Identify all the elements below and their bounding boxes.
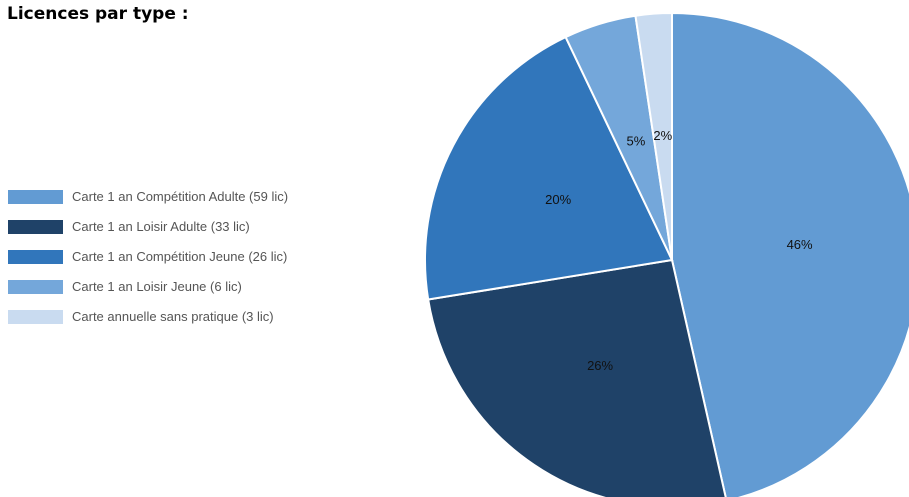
legend-item: Carte 1 an Compétition Adulte (59 lic) bbox=[8, 189, 288, 204]
legend-swatch bbox=[8, 249, 63, 264]
legend-label: Carte annuelle sans pratique (3 lic) bbox=[72, 309, 274, 324]
legend-item: Carte annuelle sans pratique (3 lic) bbox=[8, 309, 288, 324]
pie-slice bbox=[424, 35, 674, 301]
slice-percent-label: 5% bbox=[627, 133, 646, 148]
slice-percent-label: 20% bbox=[545, 192, 571, 207]
legend-swatch bbox=[8, 189, 63, 204]
pie-slice bbox=[427, 258, 727, 497]
slice-percent-label: 26% bbox=[587, 358, 613, 373]
pie-labels: 46% 26% 20% 5% 2% bbox=[545, 128, 813, 373]
slice-percent-label: 46% bbox=[787, 237, 813, 252]
legend-swatch bbox=[8, 219, 63, 234]
chart-legend: Carte 1 an Compétition Adulte (59 lic) C… bbox=[8, 189, 288, 339]
legend-label: Carte 1 an Compétition Adulte (59 lic) bbox=[72, 189, 289, 204]
pie-slice bbox=[671, 11, 909, 497]
legend-swatch bbox=[8, 309, 63, 324]
legend-swatch bbox=[8, 279, 63, 294]
legend-label: Carte 1 an Loisir Adulte (33 lic) bbox=[72, 219, 250, 234]
legend-label: Carte 1 an Loisir Jeune (6 lic) bbox=[72, 279, 242, 294]
legend-item: Carte 1 an Loisir Jeune (6 lic) bbox=[8, 279, 288, 294]
legend-item: Carte 1 an Loisir Adulte (33 lic) bbox=[8, 219, 288, 234]
pie-slice bbox=[634, 11, 673, 261]
pie-slices bbox=[424, 11, 909, 497]
slice-percent-label: 2% bbox=[653, 128, 672, 143]
legend-item: Carte 1 an Compétition Jeune (26 lic) bbox=[8, 249, 288, 264]
legend-label: Carte 1 an Compétition Jeune (26 lic) bbox=[72, 249, 288, 264]
page-title: Licences par type : bbox=[7, 4, 189, 24]
